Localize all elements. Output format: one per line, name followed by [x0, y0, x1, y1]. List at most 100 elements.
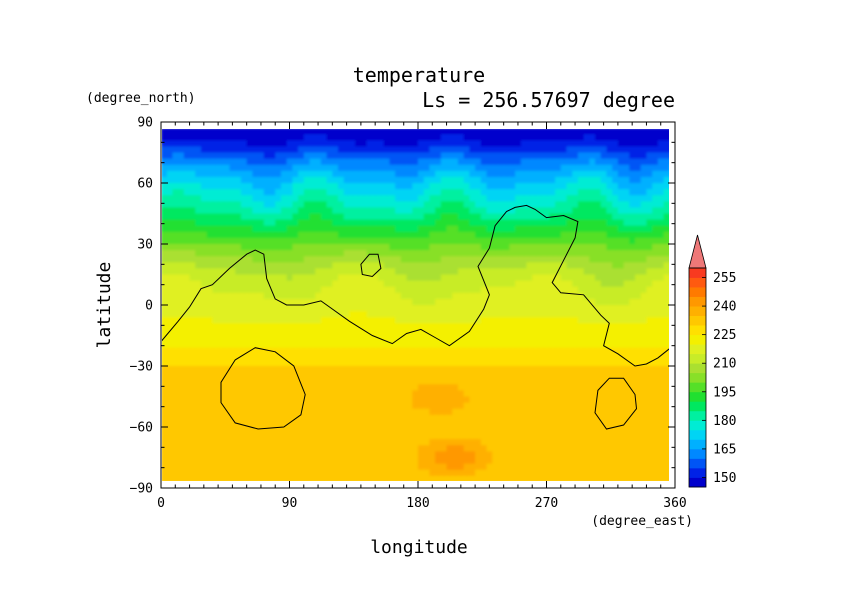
- field-cell: [583, 176, 591, 184]
- field-cell: [349, 195, 356, 203]
- field-cell: [400, 262, 408, 270]
- field-cell: [303, 244, 311, 251]
- field-cell: [320, 183, 328, 190]
- field-cell: [320, 129, 328, 135]
- field-cell: [606, 359, 613, 367]
- field-cell: [429, 134, 436, 142]
- field-cell: [166, 372, 174, 379]
- field-cell: [492, 414, 499, 422]
- field-cell: [612, 219, 619, 227]
- field-cell: [452, 225, 459, 233]
- field-cell: [343, 140, 351, 148]
- field-cell: [657, 213, 665, 221]
- field-cell: [480, 378, 488, 386]
- field-cell: [457, 323, 465, 331]
- field-cell: [406, 274, 414, 282]
- field-cell: [366, 390, 374, 398]
- field-cell: [423, 378, 431, 386]
- field-cell: [600, 176, 608, 184]
- field-cell: [183, 396, 191, 404]
- field-cell: [338, 347, 345, 355]
- field-cell: [515, 189, 522, 196]
- field-cell: [349, 152, 356, 160]
- field-cell: [309, 414, 316, 422]
- field-cell: [440, 134, 448, 142]
- field-cell: [389, 335, 396, 343]
- field-cell: [240, 213, 248, 221]
- field-cell: [326, 420, 334, 428]
- field-cell: [412, 170, 419, 178]
- field-cell: [269, 201, 277, 209]
- field-cell: [252, 164, 259, 172]
- field-cell: [172, 414, 179, 422]
- field-cell: [418, 207, 425, 215]
- field-cell: [497, 384, 505, 392]
- field-cell: [280, 298, 288, 306]
- field-cell: [240, 225, 248, 233]
- field-cell: [389, 329, 396, 337]
- field-cell: [486, 341, 494, 349]
- field-cell: [457, 384, 465, 392]
- field-cell: [583, 250, 591, 257]
- field-cell: [338, 134, 345, 142]
- field-cell: [195, 256, 202, 264]
- field-cell: [378, 329, 385, 337]
- field-cell: [195, 414, 202, 422]
- field-cell: [520, 207, 528, 215]
- field-cell: [526, 250, 534, 257]
- field-cell: [480, 402, 488, 410]
- field-cell: [343, 207, 351, 215]
- field-cell: [189, 378, 197, 386]
- field-cell: [263, 311, 271, 318]
- field-cell: [406, 219, 414, 227]
- field-cell: [338, 366, 345, 373]
- field-cell: [646, 384, 653, 392]
- field-cell: [492, 292, 499, 300]
- field-cell: [263, 146, 271, 154]
- field-cell: [275, 164, 282, 172]
- field-cell: [263, 408, 271, 416]
- field-cell: [543, 195, 551, 203]
- field-cell: [303, 439, 311, 447]
- field-cell: [246, 323, 254, 331]
- field-cell: [418, 396, 425, 404]
- field-cell: [475, 244, 482, 251]
- field-cell: [206, 134, 214, 142]
- field-cell: [320, 189, 328, 196]
- field-cell: [663, 408, 669, 416]
- field-cell: [629, 439, 636, 447]
- field-cell: [480, 129, 488, 135]
- field-cell: [166, 195, 174, 203]
- field-cell: [389, 445, 396, 453]
- field-cell: [195, 129, 202, 135]
- field-cell: [400, 158, 408, 166]
- field-cell: [515, 262, 522, 270]
- field-cell: [412, 414, 419, 422]
- field-cell: [497, 439, 505, 447]
- field-cell: [452, 201, 459, 209]
- field-cell: [486, 183, 494, 190]
- field-cell: [298, 129, 305, 135]
- field-cell: [589, 451, 596, 459]
- field-cell: [669, 146, 671, 153]
- field-cell: [286, 323, 294, 331]
- field-cell: [332, 378, 339, 386]
- field-cell: [412, 317, 419, 325]
- field-cell: [486, 250, 494, 257]
- field-cell: [406, 378, 414, 386]
- field-cell: [549, 323, 556, 331]
- field-cell: [635, 445, 642, 453]
- field-cell: [526, 189, 534, 196]
- field-cell: [549, 396, 556, 404]
- field-cell: [423, 445, 431, 453]
- field-cell: [497, 402, 505, 410]
- field-cell: [657, 457, 665, 465]
- field-cell: [400, 250, 408, 257]
- field-cell: [457, 292, 465, 300]
- field-cell: [252, 329, 259, 337]
- field-cell: [475, 451, 482, 459]
- field-cell: [446, 420, 454, 428]
- field-cell: [669, 171, 671, 178]
- field-cell: [503, 298, 511, 306]
- field-cell: [537, 146, 545, 154]
